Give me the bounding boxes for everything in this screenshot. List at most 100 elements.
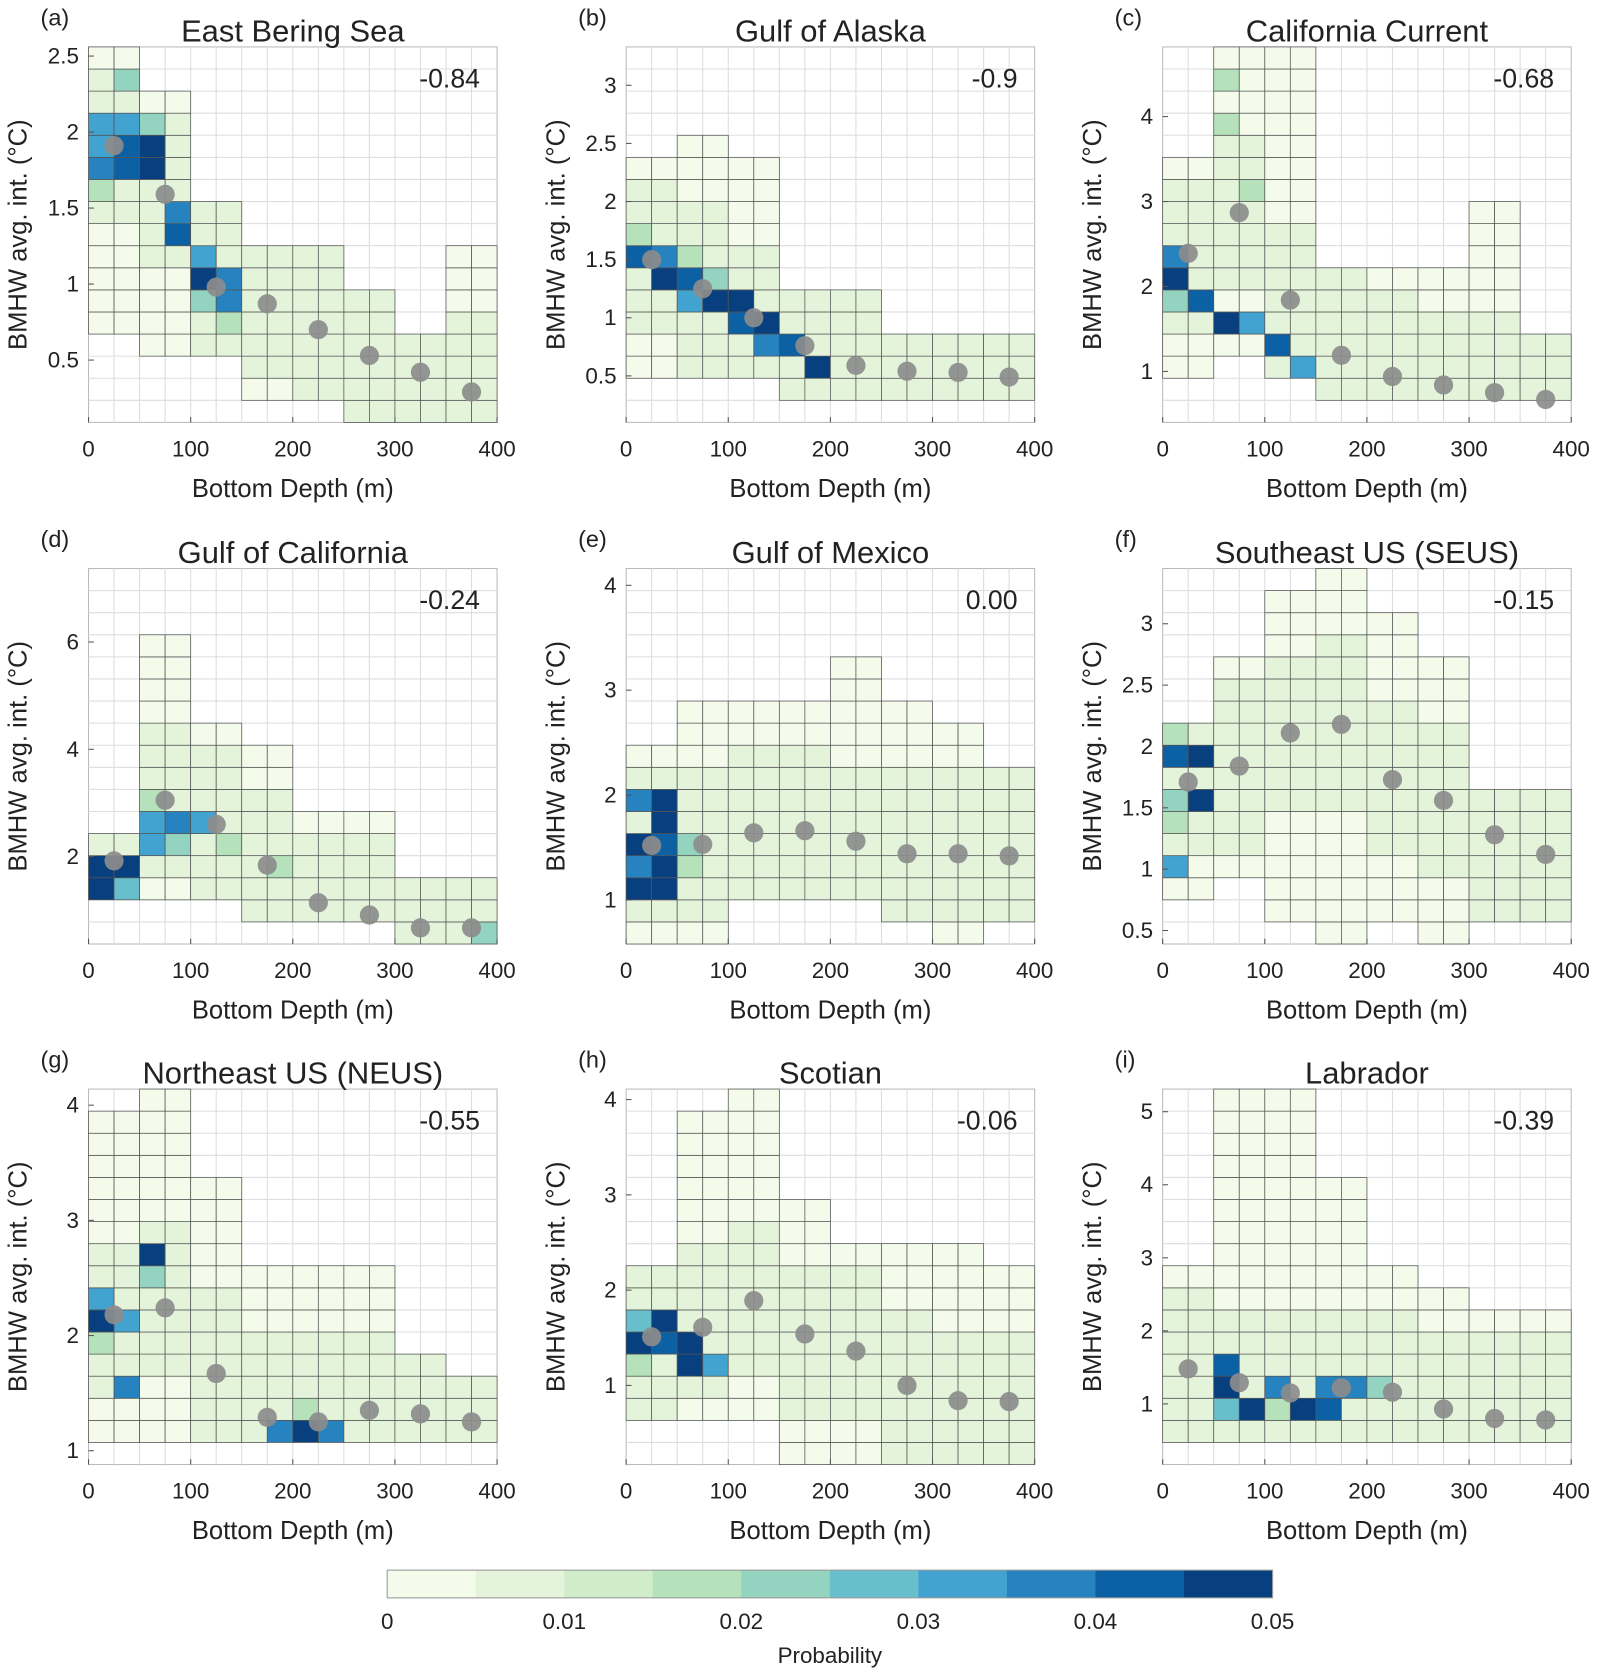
x-axis-label: Bottom Depth (m) <box>1266 1517 1468 1545</box>
mean-dot <box>104 1305 124 1325</box>
heatmap-cell <box>1392 311 1419 335</box>
heatmap-cell <box>1315 1243 1342 1267</box>
heatmap-cell <box>855 700 882 724</box>
heatmap-cell <box>266 877 294 901</box>
heatmap-cell <box>702 179 729 202</box>
heatmap-cell <box>1341 1265 1368 1289</box>
heatmap-cell <box>113 201 140 224</box>
heatmap-cell <box>164 1353 192 1377</box>
mean-dot <box>846 1341 866 1361</box>
heatmap-cell <box>1008 1309 1036 1333</box>
heatmap-cell <box>830 789 857 812</box>
heatmap-cell <box>778 722 806 746</box>
x-tick-label: 200 <box>1348 437 1385 462</box>
heatmap-cell <box>804 744 831 768</box>
x-axis-label: Bottom Depth (m) <box>1266 475 1468 503</box>
heatmap-cell <box>1238 1353 1266 1377</box>
heatmap-cell <box>1519 899 1547 923</box>
heatmap-cell <box>1213 678 1240 702</box>
heatmap-cell <box>881 1309 908 1333</box>
heatmap-cell <box>369 1309 396 1333</box>
heatmap-cell <box>957 333 984 357</box>
heatmap-cell <box>369 1375 396 1399</box>
heatmap-cell <box>932 722 959 746</box>
mean-dot <box>1485 1408 1505 1429</box>
mean-dot <box>1280 1383 1300 1403</box>
heatmap-cell <box>651 223 678 247</box>
heatmap-cell <box>1162 223 1189 247</box>
heatmap-cell <box>190 1177 217 1200</box>
heatmap-cell <box>753 1375 780 1399</box>
heatmap-cell <box>753 201 780 224</box>
mean-dot <box>1178 1359 1198 1379</box>
heatmap-cell <box>88 877 115 901</box>
heatmap-cell <box>1162 355 1189 379</box>
mean-dot <box>897 1375 917 1396</box>
heatmap-cell <box>804 1375 831 1399</box>
heatmap-cell <box>1341 568 1368 591</box>
x-tick-label: 0 <box>620 958 632 983</box>
heatmap-cell <box>855 1265 882 1289</box>
heatmap-cell <box>190 833 217 857</box>
heatmap-cell <box>676 1221 704 1245</box>
heatmap-cell <box>394 377 421 401</box>
heatmap-cell <box>1417 355 1444 379</box>
heatmap-cell <box>1366 1397 1393 1421</box>
heatmap-cell <box>1443 1419 1470 1443</box>
heatmap-cell <box>906 811 933 834</box>
heatmap-cell <box>1468 355 1495 379</box>
heatmap-cell <box>369 399 396 423</box>
heatmap-cell <box>702 1132 729 1156</box>
x-tick-label: 200 <box>812 958 849 983</box>
heatmap-cell <box>727 1265 755 1289</box>
heatmap-cell <box>241 1375 268 1399</box>
heatmap-cell <box>651 1397 678 1421</box>
heatmap-cell <box>88 1243 115 1267</box>
heatmap-cell <box>1264 833 1291 857</box>
heatmap-cell <box>1392 855 1419 879</box>
heatmap-cell <box>1341 1221 1368 1245</box>
heatmap-cell <box>1162 179 1189 202</box>
heatmap-cell <box>1545 1331 1572 1355</box>
heatmap-cell <box>1417 678 1444 702</box>
panel-f: 0 100 200 300 400 0.5 1 1.5 2 2.5 3 (f) Southeast US… <box>1079 526 1590 1024</box>
heatmap-cell <box>651 855 678 879</box>
heatmap-cell <box>906 1243 933 1267</box>
y-tick-label: 3 <box>1141 611 1153 636</box>
heatmap-cell <box>881 377 908 401</box>
heatmap-cell <box>1545 899 1572 923</box>
heatmap-cell <box>1213 1132 1240 1156</box>
heatmap-cell <box>266 1353 294 1377</box>
heatmap-cell <box>702 333 729 357</box>
correlation-value: 0.00 <box>966 585 1018 615</box>
colorbar-tick-label: 0.03 <box>897 1609 941 1634</box>
heatmap-cell <box>113 289 140 313</box>
mean-dot <box>1280 290 1300 310</box>
heatmap-cell <box>676 1132 704 1156</box>
heatmap-cell <box>651 811 678 834</box>
heatmap-cell <box>625 156 653 180</box>
heatmap-cell <box>215 744 243 768</box>
heatmap-cell <box>1187 289 1215 313</box>
mean-dot <box>206 277 226 297</box>
heatmap-cell <box>727 267 755 291</box>
x-tick-label: 0 <box>620 1479 632 1504</box>
heatmap-cell <box>727 1154 755 1178</box>
heatmap-cell <box>1341 377 1368 401</box>
x-tick-label: 100 <box>710 437 747 462</box>
heatmap-cell <box>1417 744 1444 768</box>
heatmap-cell <box>1187 1397 1215 1421</box>
heatmap-cell <box>420 399 447 423</box>
heatmap-cell <box>317 1331 345 1355</box>
heatmap-cell <box>139 289 166 313</box>
heatmap-cell <box>1187 355 1215 379</box>
heatmap-cell <box>266 1287 294 1311</box>
heatmap-cell <box>1341 1397 1368 1421</box>
heatmap-cell <box>1366 267 1393 291</box>
heatmap-cell <box>1315 789 1342 812</box>
heatmap-cell <box>164 90 192 114</box>
heatmap-cell <box>1341 744 1368 768</box>
mean-dot <box>257 294 277 314</box>
heatmap-cell <box>753 355 780 379</box>
heatmap-cell <box>1289 134 1317 158</box>
